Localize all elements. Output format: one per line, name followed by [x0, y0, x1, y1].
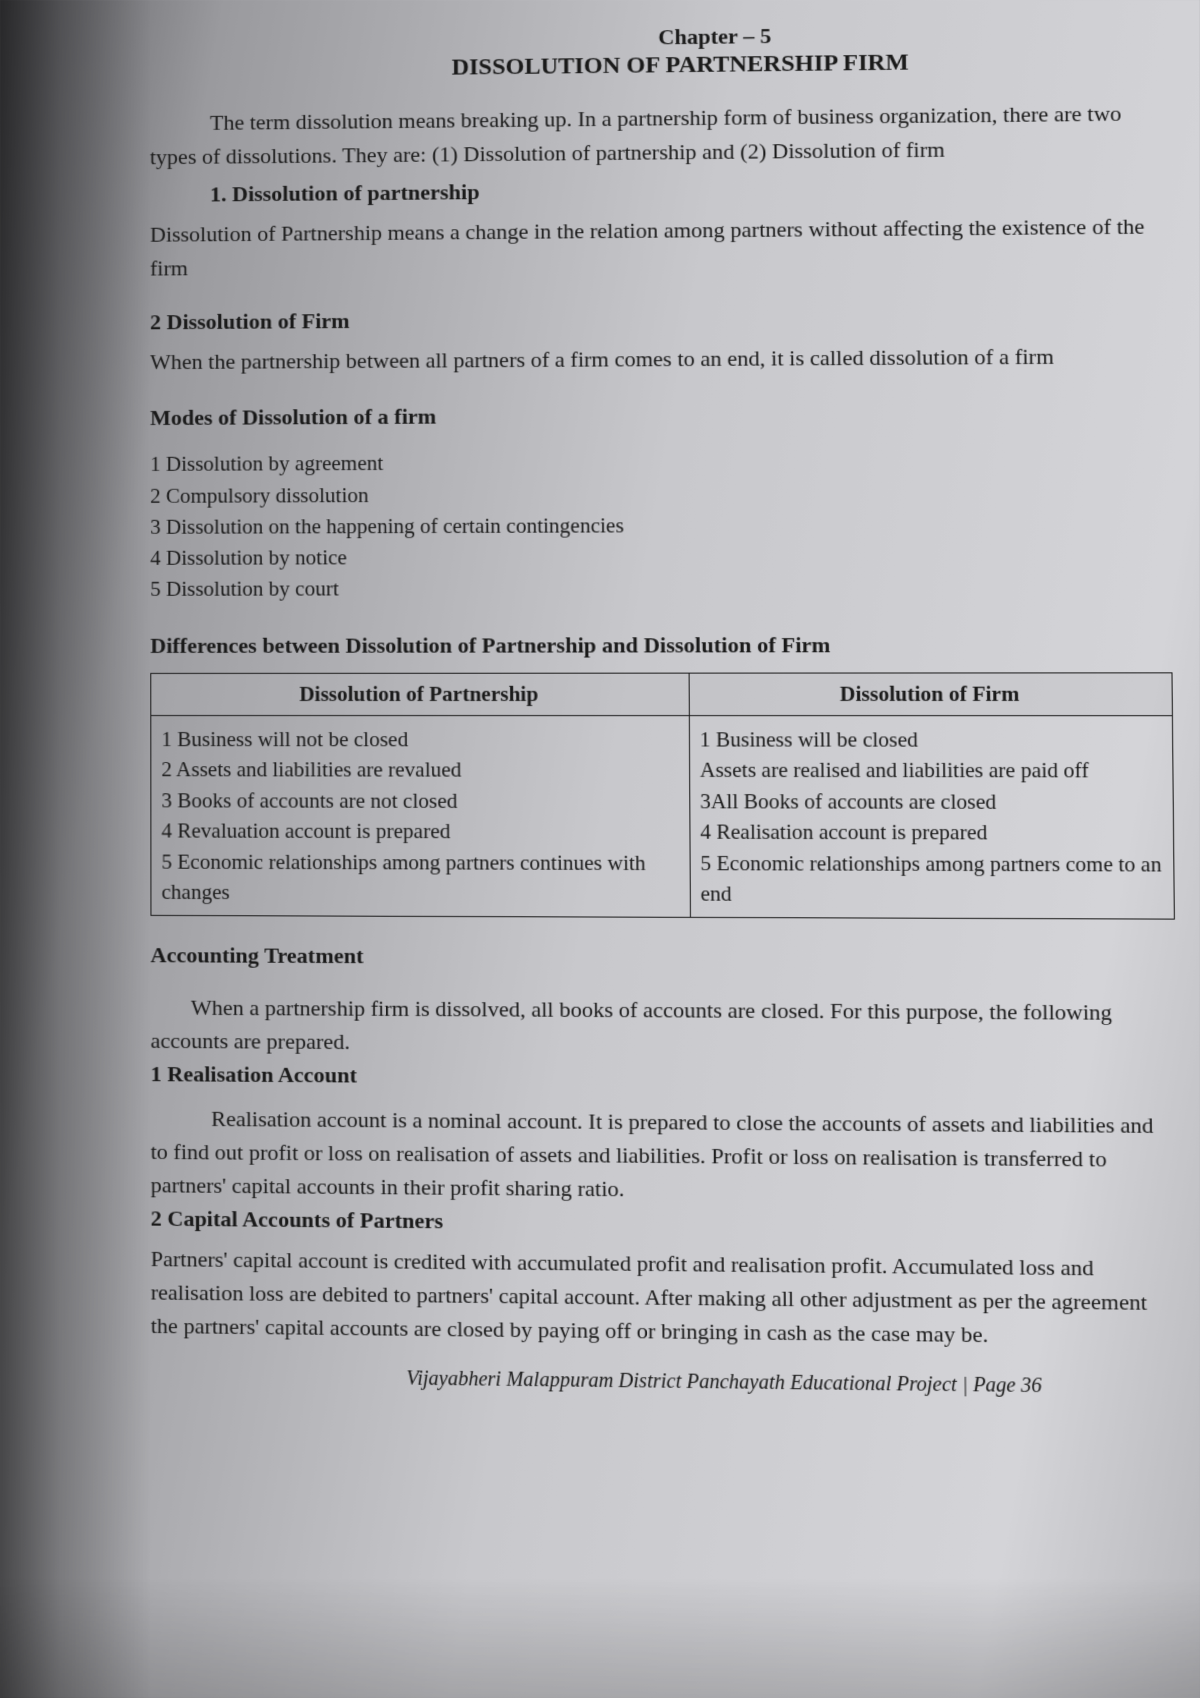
modes-heading: Modes of Dissolution of a firm	[150, 400, 1170, 431]
page-footer: Vijayabheri Malappuram District Panchaya…	[272, 1366, 1179, 1400]
accounting-heading: Accounting Treatment	[150, 943, 1175, 974]
section1-heading: 1. Dissolution of partnership	[210, 173, 1168, 208]
table-row: 1 Business will be closed	[700, 724, 1162, 755]
diff-col2-header: Dissolution of Firm	[689, 673, 1173, 716]
modes-list: 1 Dissolution by agreement 2 Compulsory …	[150, 445, 1172, 605]
section2-heading: 2 Dissolution of Firm	[150, 303, 1169, 336]
accounting-intro: When a partnership firm is dissolved, al…	[151, 991, 1177, 1064]
table-row: 4 Realisation account is prepared	[700, 817, 1163, 849]
diff-heading: Differences between Dissolution of Partn…	[150, 631, 1172, 658]
table-row: 3 Books of accounts are not closed	[161, 785, 678, 817]
section1-body: Dissolution of Partnership means a chang…	[150, 209, 1169, 285]
table-row: Assets are realised and liabilities are …	[700, 755, 1162, 786]
list-item: 3 Dissolution on the happening of certai…	[150, 508, 1171, 543]
table-row: 2 Assets and liabilities are revalued	[161, 754, 678, 785]
realisation-heading: 1 Realisation Account	[151, 1061, 1177, 1094]
capital-body: Partners' capital account is credited wi…	[151, 1242, 1179, 1354]
table-row: 1 Business will not be closed	[161, 724, 678, 755]
capital-heading: 2 Capital Accounts of Partners	[151, 1206, 1178, 1242]
diff-col1-cell: 1 Business will not be closed 2 Assets a…	[151, 715, 690, 917]
list-item: 4 Dissolution by notice	[150, 540, 1171, 574]
diff-col1-header: Dissolution of Partnership	[151, 673, 689, 715]
list-item: 5 Dissolution by court	[150, 571, 1172, 604]
table-row: 4 Revaluation account is prepared	[161, 816, 678, 848]
list-item: 1 Dissolution by agreement	[150, 445, 1171, 481]
realisation-body: Realisation account is a nominal account…	[151, 1102, 1178, 1211]
list-item: 2 Compulsory dissolution	[150, 476, 1171, 511]
table-row: 5 Economic relationships among partners …	[700, 847, 1163, 910]
intro-paragraph: The term dissolution means breaking up. …	[150, 96, 1168, 174]
table-row: 5 Economic relationships among partners …	[161, 846, 679, 909]
diff-table: Dissolution of Partnership Dissolution o…	[150, 672, 1175, 920]
diff-col2-cell: 1 Business will be closed Assets are rea…	[689, 715, 1175, 919]
bottom-shadow	[0, 1578, 1200, 1698]
section2-body: When the partnership between all partner…	[150, 339, 1170, 379]
table-row: 3All Books of accounts are closed	[700, 786, 1162, 818]
